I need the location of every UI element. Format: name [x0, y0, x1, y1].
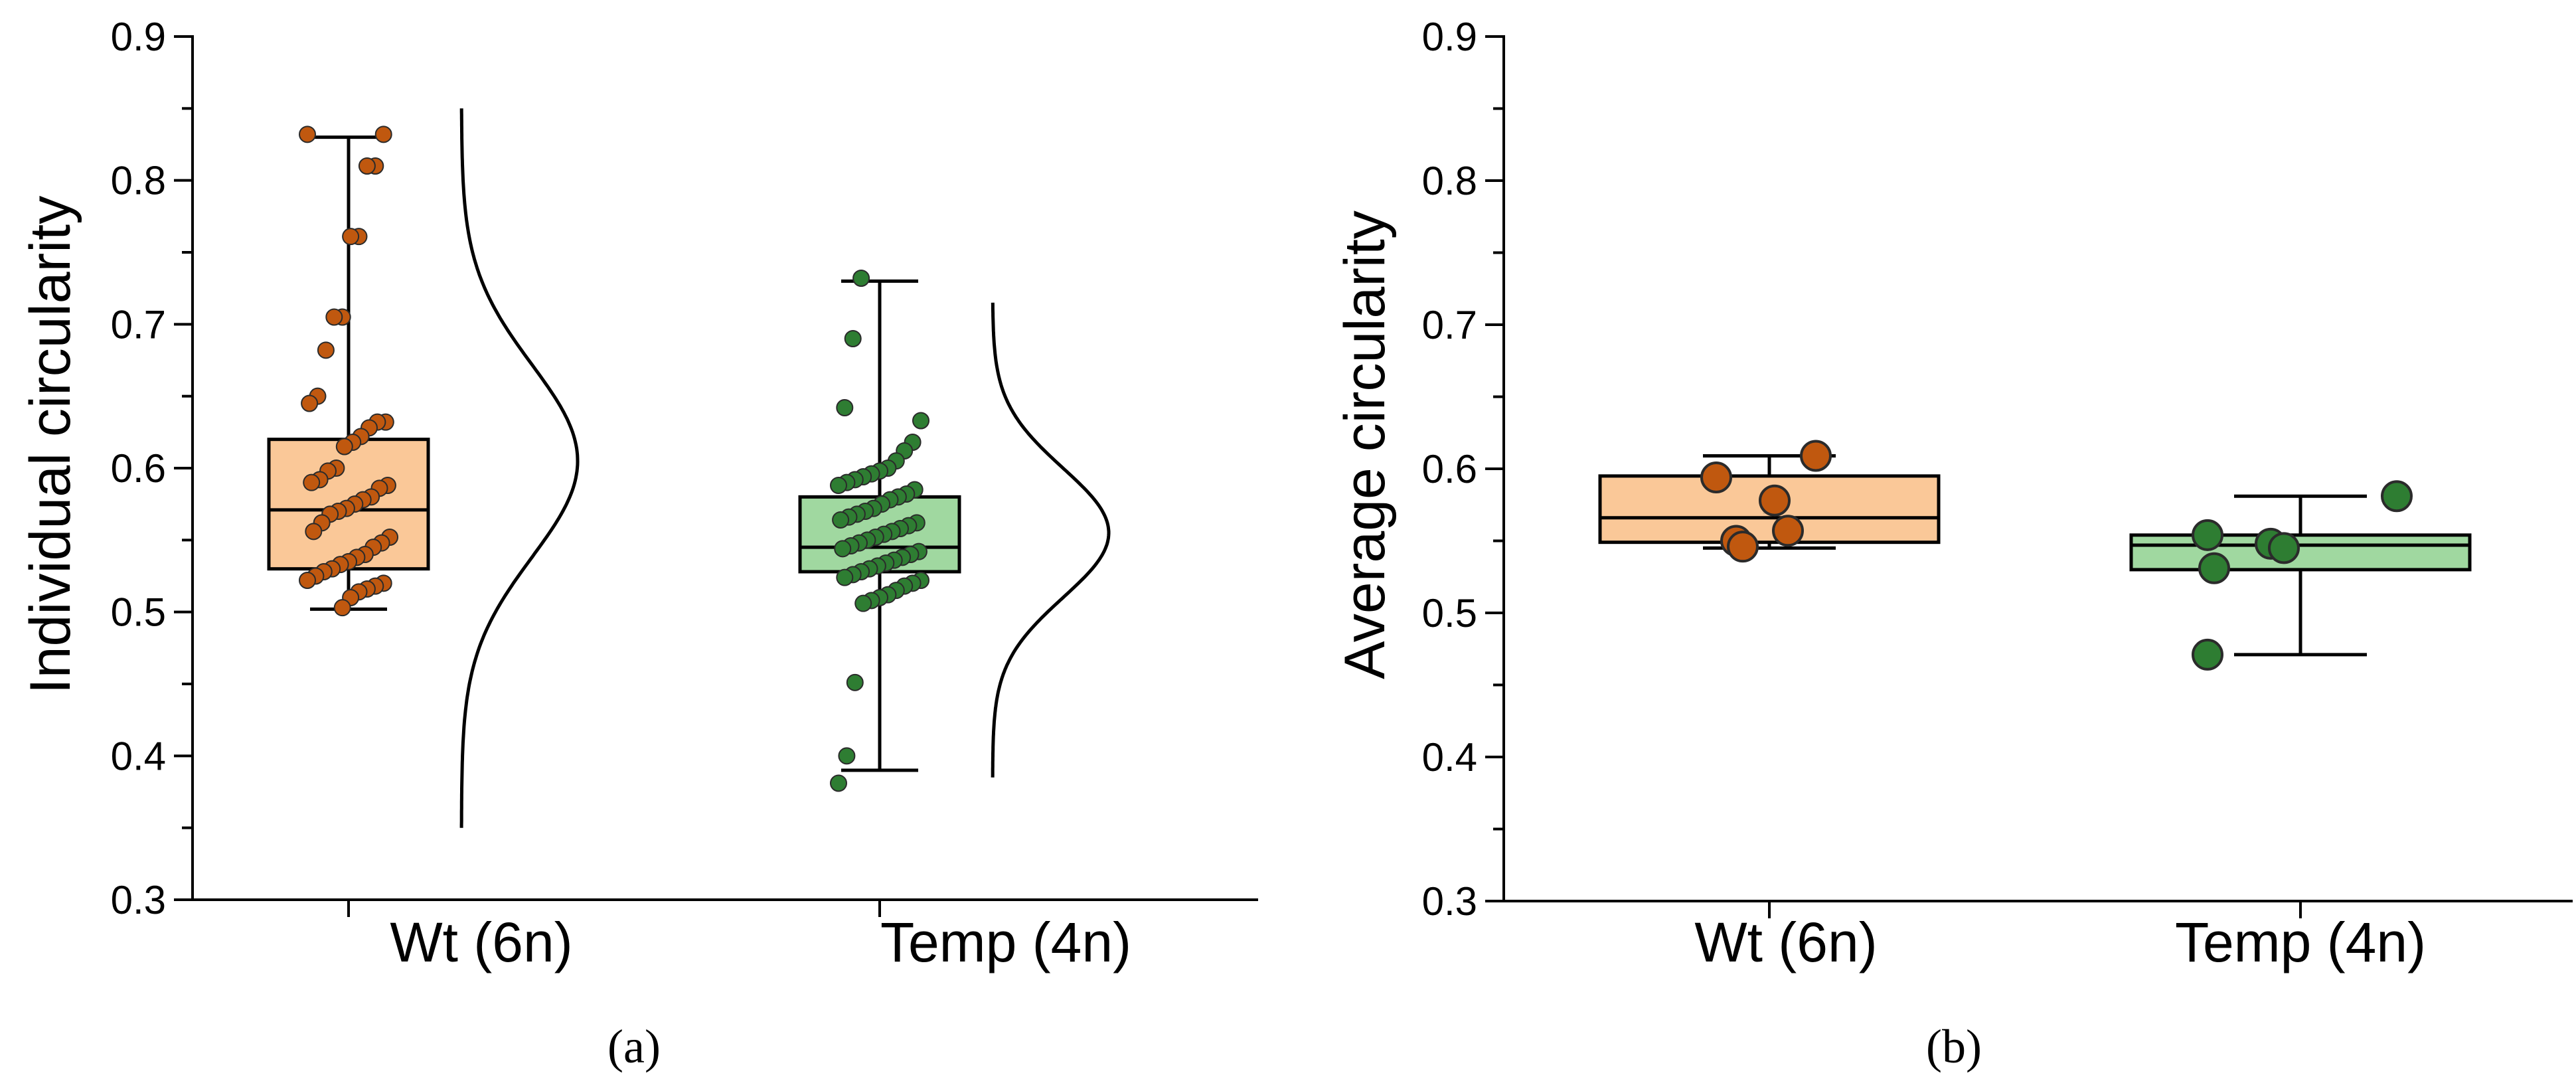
data-point	[830, 774, 847, 792]
data-point	[836, 399, 854, 416]
iqr-box	[2129, 533, 2472, 572]
panel-a: 0.3 0.4 0.5 0.6 0.7 0.8 0.9 Individual circula…	[19, 15, 1258, 1073]
panel-b-y-tick-label: 0.8	[1422, 159, 1477, 203]
panel-b-y-tick-label: 0.4	[1422, 735, 1477, 780]
data-point	[2198, 552, 2230, 584]
data-point	[305, 523, 323, 541]
panel-a-y-tick-label: 0.3	[111, 878, 166, 922]
panel-a-label: (a)	[607, 1020, 661, 1073]
panel-a-axes: 0.3 0.4 0.5 0.6 0.7 0.8 0.9	[111, 15, 1258, 922]
data-point	[846, 673, 864, 691]
panel-b-points	[1700, 440, 2413, 671]
panel-b-y-axis-title: Average circularity	[1333, 210, 1397, 679]
panel-b-category-label-temp: Temp (4n)	[2175, 911, 2426, 973]
panel-a-box-1	[798, 279, 961, 772]
panel-b-y-tick-label: 0.9	[1422, 15, 1477, 59]
data-point	[844, 330, 862, 347]
panel-a-y-tick-label: 0.6	[111, 446, 166, 491]
data-point	[333, 599, 351, 617]
data-point	[374, 125, 392, 143]
data-point	[303, 473, 321, 491]
panel-a-y-tick-label: 0.5	[111, 590, 166, 635]
panel-b-label: (b)	[1926, 1020, 1982, 1073]
data-point	[299, 572, 316, 589]
panel-a-distribution-curve-0	[459, 108, 580, 828]
panel-a-category-label-wt: Wt (6n)	[390, 911, 572, 973]
panel-b-axes: 0.3 0.4 0.5 0.6 0.7 0.8 0.9	[1422, 15, 2573, 924]
data-point	[830, 477, 847, 494]
panel-a-y-tick-label: 0.4	[111, 734, 166, 778]
data-point	[325, 308, 343, 326]
data-point	[358, 157, 376, 175]
data-point	[838, 747, 856, 765]
panel-a-category-label-temp: Temp (4n)	[880, 911, 1131, 973]
data-point	[2381, 480, 2413, 513]
panel-b-y-tick-label: 0.6	[1422, 447, 1477, 491]
panel-a-points	[299, 125, 929, 792]
panel-b-boxes	[1598, 454, 2472, 657]
panel-a-distributions	[459, 108, 1111, 828]
data-point	[1700, 461, 1732, 494]
data-point	[852, 270, 870, 287]
panel-a-y-axis-title: Individual circularity	[19, 196, 82, 694]
panel-b-y-tick-label: 0.7	[1422, 303, 1477, 347]
panel-b-y-tick-label: 0.3	[1422, 879, 1477, 924]
data-point	[1772, 515, 1804, 547]
data-point	[1759, 484, 1791, 517]
data-point	[2192, 638, 2223, 671]
data-point	[834, 540, 852, 558]
panel-b-y-tick-label: 0.5	[1422, 591, 1477, 635]
panel-b-points-1	[2192, 480, 2413, 671]
data-point	[301, 394, 319, 412]
data-point	[2192, 519, 2223, 551]
panel-a-box-0	[267, 135, 430, 611]
data-point	[832, 511, 850, 529]
panel-a-y-tick-label: 0.8	[111, 159, 166, 203]
data-point	[335, 438, 353, 456]
panel-a-y-tick-label: 0.9	[111, 15, 166, 59]
panel-b: 0.3 0.4 0.5 0.6 0.7 0.8 0.9 Average circularit…	[1333, 15, 2573, 1073]
data-point	[1800, 440, 1832, 472]
panel-a-y-tick-label: 0.7	[111, 302, 166, 347]
panel-b-category-label-wt: Wt (6n)	[1694, 911, 1877, 973]
data-point	[317, 341, 335, 359]
data-point	[854, 594, 872, 612]
data-point	[299, 125, 316, 143]
data-point	[2268, 532, 2300, 564]
data-point	[836, 568, 854, 586]
data-point	[912, 412, 929, 430]
panel-b-box-1	[2129, 494, 2472, 657]
panel-a-points-0	[299, 125, 398, 617]
panel-b-points-0	[1700, 440, 1832, 563]
data-point	[342, 228, 360, 246]
panel-a-points-1	[830, 270, 929, 792]
panel-a-distribution-curve-1	[991, 302, 1111, 778]
data-point	[1727, 531, 1759, 563]
